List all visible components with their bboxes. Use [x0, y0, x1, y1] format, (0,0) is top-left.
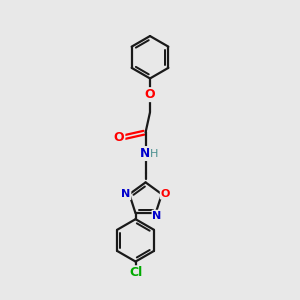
Text: Cl: Cl: [129, 266, 142, 279]
Text: N: N: [152, 211, 162, 220]
Text: O: O: [161, 189, 170, 199]
Text: N: N: [140, 147, 150, 160]
Text: N: N: [121, 189, 130, 199]
Text: O: O: [114, 131, 124, 144]
Text: H: H: [150, 148, 158, 158]
Text: O: O: [145, 88, 155, 101]
